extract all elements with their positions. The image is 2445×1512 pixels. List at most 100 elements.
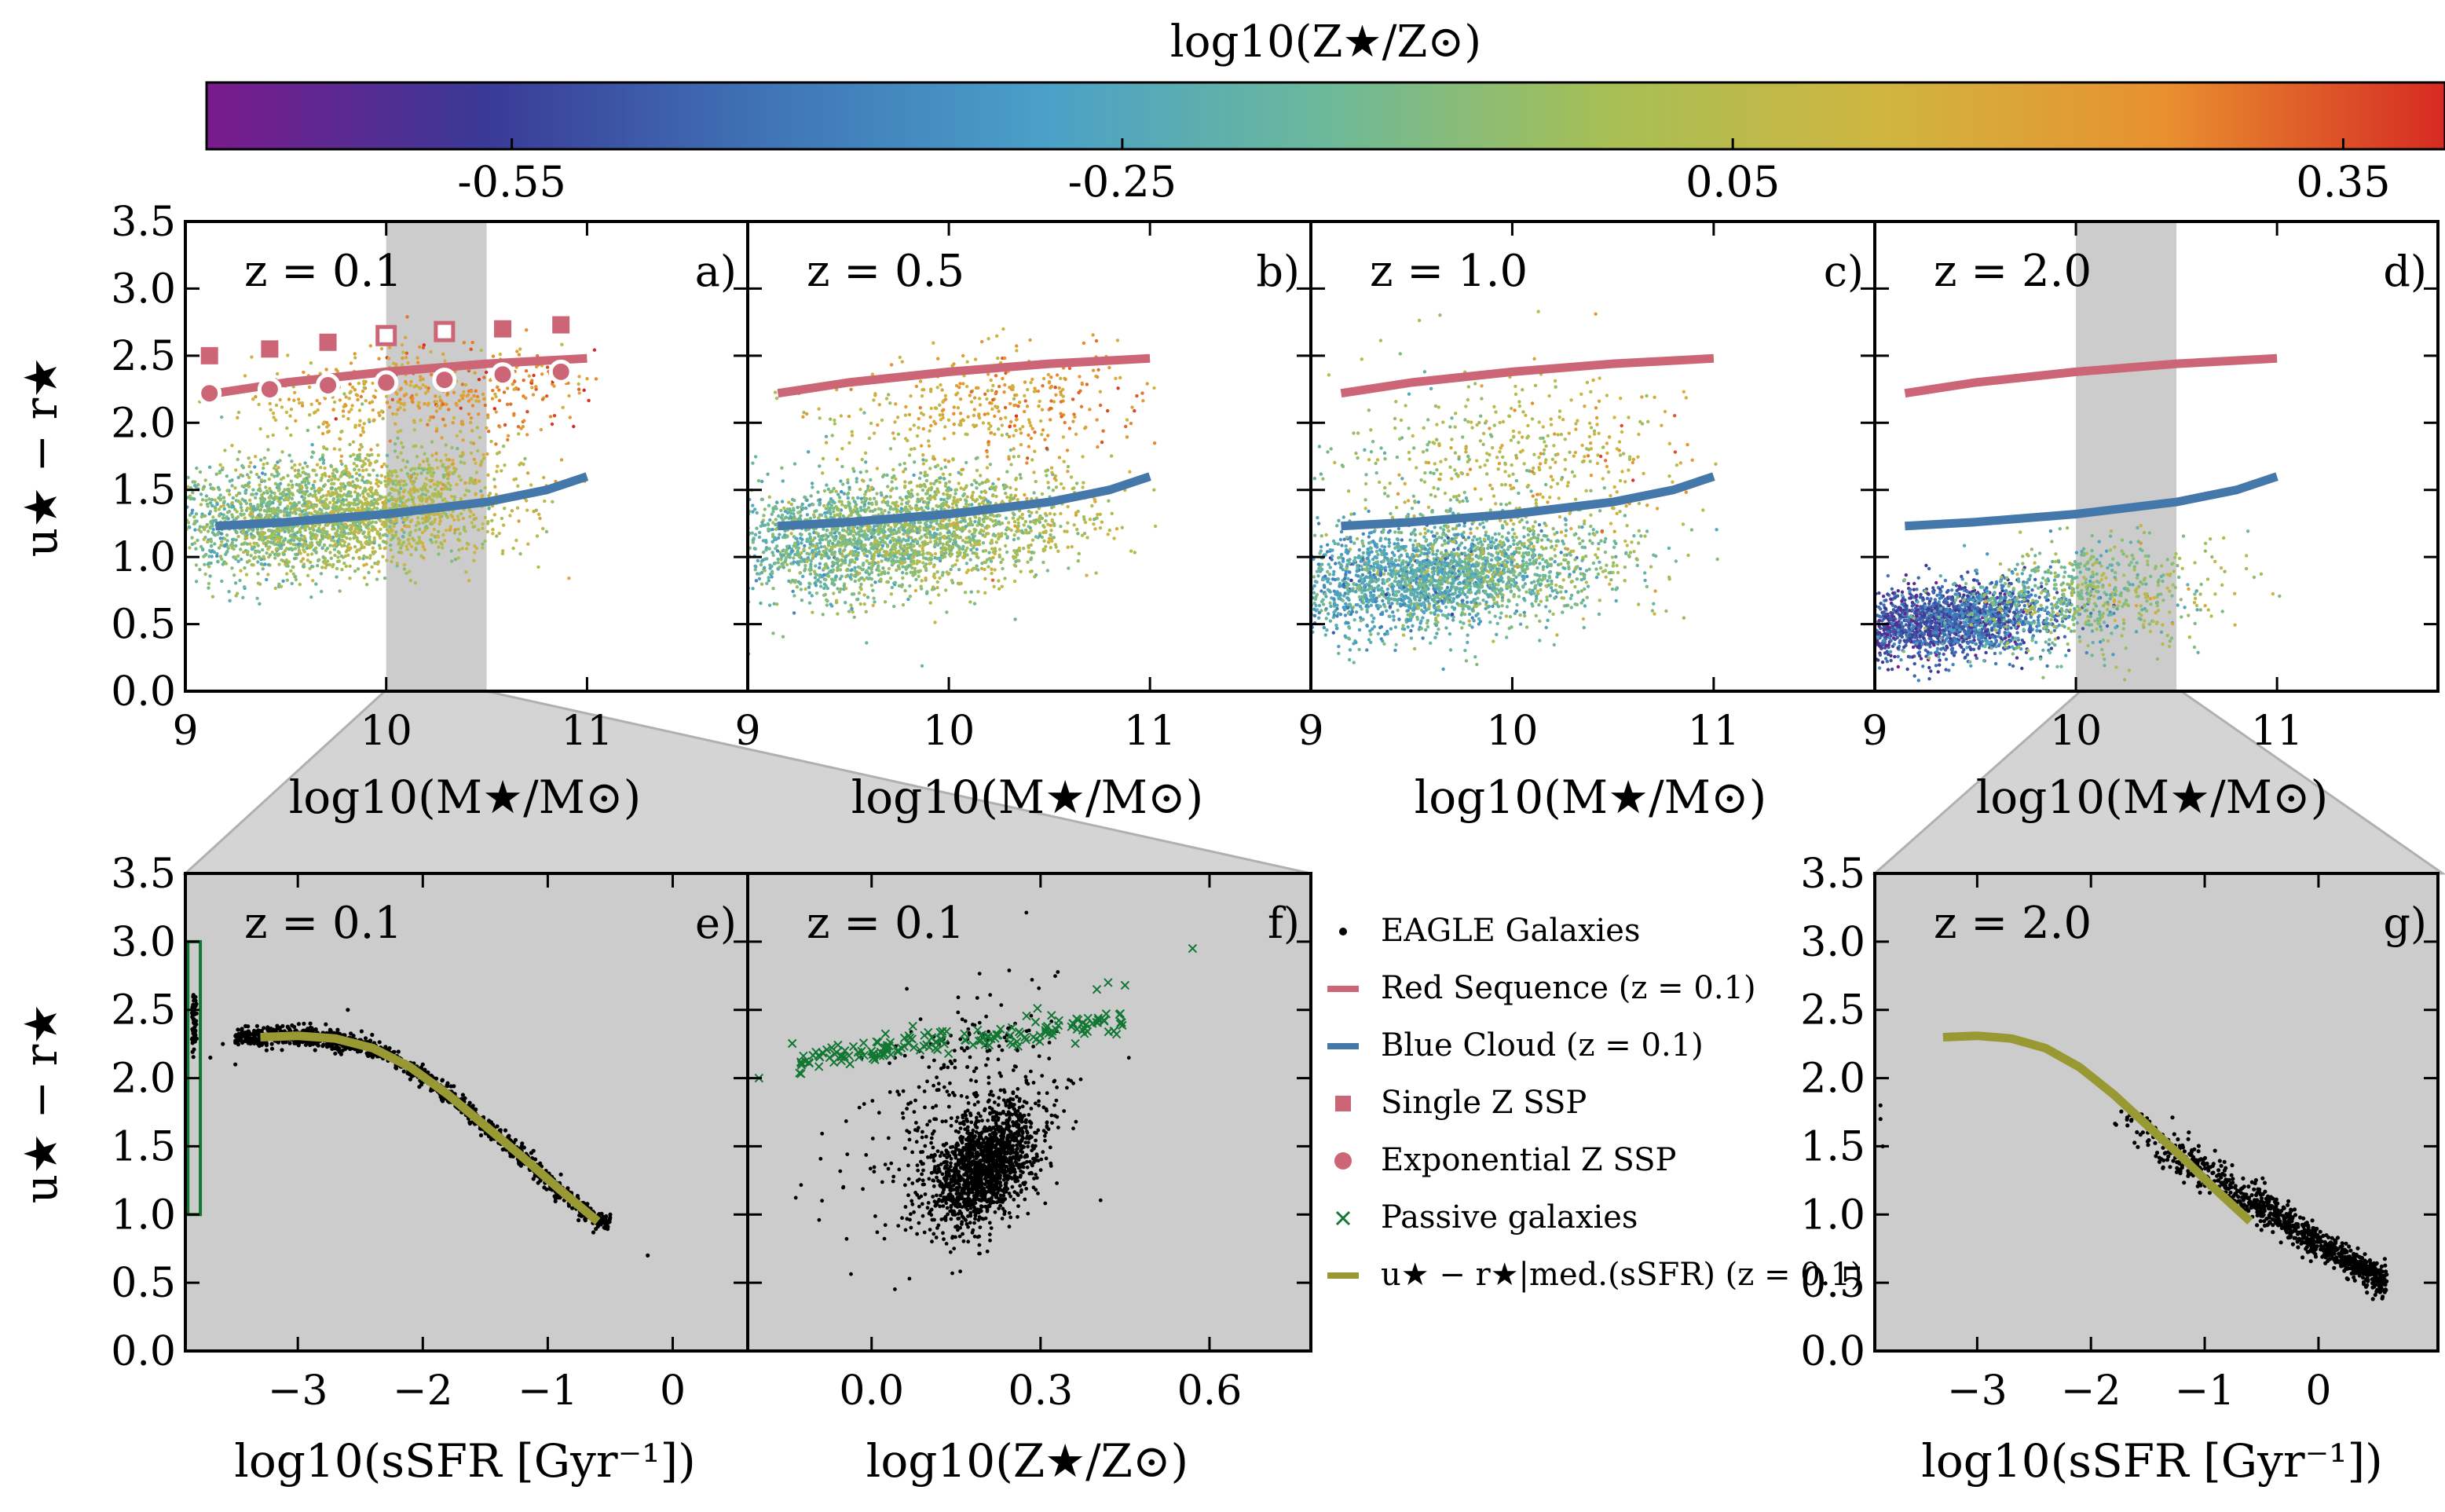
eagle-galaxy-point <box>368 344 372 348</box>
eagle-galaxy-point <box>851 610 855 614</box>
eagle-galaxy-point <box>986 532 990 536</box>
eagle-galaxy-point <box>859 529 864 533</box>
eagle-galaxy-point <box>276 466 280 470</box>
eagle-galaxy-point <box>1054 485 1059 489</box>
eagle-galaxy-point <box>344 395 348 399</box>
eagle-galaxy-point <box>394 479 398 483</box>
eagle-galaxy-point <box>262 466 265 470</box>
eagle-galaxy-point <box>257 475 261 479</box>
eagle-galaxy-point <box>888 534 891 538</box>
eagle-galaxy-point <box>213 498 217 502</box>
eagle-galaxy-point <box>488 492 492 496</box>
eagle-galaxy-point <box>767 576 770 580</box>
eagle-galaxy-point <box>456 537 460 541</box>
eagle-galaxy-point <box>281 579 285 583</box>
eagle-galaxy-point <box>210 544 214 547</box>
y-tick-label: 3.5 <box>111 199 176 246</box>
eagle-galaxy-point <box>477 412 481 416</box>
eagle-galaxy-point <box>371 408 375 412</box>
eagle-galaxy-point <box>196 482 200 487</box>
eagle-galaxy-point <box>417 406 422 410</box>
eagle-galaxy-point <box>286 353 290 357</box>
eagle-galaxy-point <box>988 513 993 517</box>
eagle-galaxy-point <box>438 495 443 499</box>
eagle-galaxy-point <box>935 570 939 574</box>
eagle-galaxy-point <box>306 500 309 504</box>
eagle-galaxy-point <box>207 497 211 501</box>
eagle-galaxy-point <box>870 564 874 569</box>
eagle-galaxy-point <box>757 577 762 580</box>
eagle-galaxy-point <box>1005 495 1009 500</box>
eagle-galaxy-point <box>264 485 268 489</box>
eagle-galaxy-point <box>209 561 213 566</box>
eagle-galaxy-point <box>399 451 403 455</box>
eagle-galaxy-point <box>837 496 842 500</box>
single-z-ssp-square <box>319 333 337 351</box>
eagle-galaxy-point <box>334 508 338 512</box>
eagle-galaxy-point <box>444 453 448 457</box>
eagle-galaxy-point <box>750 531 754 535</box>
eagle-galaxy-point <box>503 423 507 427</box>
eagle-galaxy-point <box>842 529 846 533</box>
eagle-galaxy-point <box>471 513 476 517</box>
eagle-galaxy-point <box>924 535 928 539</box>
eagle-galaxy-point <box>774 522 778 527</box>
eagle-galaxy-point <box>759 497 763 501</box>
eagle-galaxy-point <box>472 457 476 462</box>
eagle-galaxy-point <box>336 478 340 481</box>
eagle-galaxy-point <box>1034 573 1038 577</box>
eagle-galaxy-point <box>914 503 919 507</box>
eagle-galaxy-point <box>577 375 581 379</box>
eagle-galaxy-point <box>192 522 196 526</box>
eagle-galaxy-point <box>941 542 945 546</box>
eagle-galaxy-point <box>422 459 426 463</box>
eagle-galaxy-point <box>386 518 390 523</box>
eagle-galaxy-point <box>963 553 967 557</box>
eagle-galaxy-point <box>401 496 404 500</box>
eagle-galaxy-point <box>888 495 892 499</box>
eagle-galaxy-point <box>477 528 481 532</box>
eagle-galaxy-point <box>423 493 428 497</box>
x-tick-label: 9 <box>172 708 198 755</box>
eagle-galaxy-point <box>503 463 507 467</box>
eagle-galaxy-point <box>818 503 822 507</box>
eagle-galaxy-point <box>800 541 803 545</box>
eagle-galaxy-point <box>283 529 287 533</box>
eagle-galaxy-point <box>339 481 343 486</box>
eagle-galaxy-point <box>268 500 272 503</box>
eagle-galaxy-point <box>426 489 430 493</box>
eagle-galaxy-point <box>469 510 473 514</box>
eagle-galaxy-point <box>1082 518 1086 522</box>
eagle-galaxy-point <box>465 394 469 398</box>
eagle-galaxy-point <box>245 552 250 556</box>
eagle-galaxy-point <box>240 557 243 562</box>
eagle-galaxy-point <box>770 571 774 576</box>
eagle-galaxy-point <box>947 480 952 484</box>
eagle-galaxy-point <box>356 492 360 496</box>
eagle-galaxy-point <box>825 483 829 487</box>
eagle-galaxy-point <box>1034 479 1038 484</box>
eagle-galaxy-point <box>331 496 336 501</box>
eagle-galaxy-point <box>301 524 305 529</box>
eagle-galaxy-point <box>441 352 445 356</box>
eagle-galaxy-point <box>309 540 314 545</box>
eagle-galaxy-point <box>429 538 433 542</box>
eagle-galaxy-point <box>348 577 352 580</box>
eagle-galaxy-point <box>921 561 925 565</box>
eagle-galaxy-point <box>968 517 972 521</box>
eagle-galaxy-point <box>851 553 855 557</box>
eagle-galaxy-point <box>259 530 263 534</box>
single-z-ssp-square <box>494 320 512 338</box>
eagle-galaxy-point <box>803 544 807 548</box>
eagle-galaxy-point <box>204 499 208 503</box>
eagle-galaxy-point <box>303 461 307 465</box>
eagle-galaxy-point <box>766 472 770 476</box>
eagle-galaxy-point <box>452 390 456 394</box>
eagle-galaxy-point <box>266 535 270 540</box>
eagle-galaxy-point <box>895 540 899 544</box>
y-tick-label: 0.0 <box>111 668 176 716</box>
eagle-galaxy-point <box>1011 516 1016 520</box>
eagle-galaxy-point <box>975 547 979 551</box>
eagle-galaxy-point <box>225 533 229 537</box>
eagle-galaxy-point <box>981 541 986 545</box>
